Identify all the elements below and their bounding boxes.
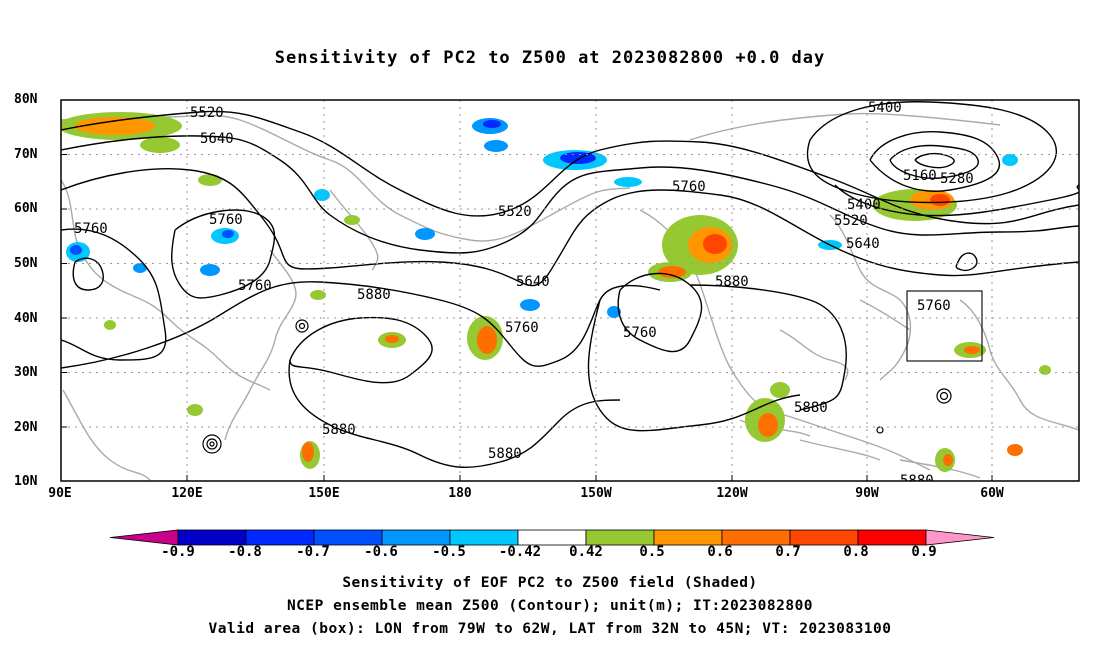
caption-line-2: NCEP ensemble mean Z500 (Contour); unit(… bbox=[286, 598, 814, 614]
contour-label: 5640 bbox=[200, 131, 234, 147]
colorbar-label: -0.42 bbox=[498, 544, 542, 560]
colorbar-segment bbox=[177, 529, 247, 546]
contour-label: 5160 bbox=[903, 168, 937, 184]
lat-label-70n: 70N bbox=[14, 147, 38, 162]
lon-label-150w: 150W bbox=[580, 486, 612, 501]
small-contours bbox=[202, 319, 952, 454]
colorbar-label: 0.42 bbox=[569, 544, 603, 560]
colorbar-segment bbox=[721, 529, 791, 546]
colorbar-segment bbox=[381, 529, 451, 546]
lat-label-20n: 20N bbox=[14, 420, 38, 435]
page-title: Sensitivity of PC2 to Z500 at 2023082800… bbox=[274, 48, 826, 68]
contour-label: 5880 bbox=[488, 446, 522, 462]
lat-label-40n: 40N bbox=[14, 311, 38, 326]
colorbar-segment bbox=[245, 529, 315, 546]
colorbar-label: -0.7 bbox=[296, 544, 330, 560]
colorbar-label: -0.5 bbox=[432, 544, 466, 560]
contour-label: 5520 bbox=[190, 105, 224, 121]
colorbar-label: -0.9 bbox=[161, 544, 195, 560]
colorbar-left-arrow bbox=[109, 529, 179, 546]
colorbar-segment bbox=[313, 529, 383, 546]
contour-label: 5760 bbox=[505, 320, 539, 336]
contour-label: 5280 bbox=[940, 171, 974, 187]
colorbar-segment bbox=[789, 529, 859, 546]
lat-label-80n: 80N bbox=[14, 92, 38, 107]
colorbar-label: 0.6 bbox=[707, 544, 733, 560]
contour-label: 5880 bbox=[794, 400, 828, 416]
colorbar-label: 0.5 bbox=[639, 544, 665, 560]
colorbar-segment bbox=[517, 529, 587, 546]
valid-area-box bbox=[906, 290, 983, 362]
lon-label-90w: 90W bbox=[855, 486, 879, 501]
colorbar-label: 0.8 bbox=[843, 544, 869, 560]
colorbar-label: 0.7 bbox=[775, 544, 801, 560]
contour-label: 5400 bbox=[847, 197, 881, 213]
contour-label: 5640 bbox=[846, 236, 880, 252]
colorbar-label: 0.9 bbox=[911, 544, 937, 560]
colorbar-segment bbox=[857, 529, 927, 546]
contour-label: 5760 bbox=[623, 325, 657, 341]
colorbar-segment bbox=[585, 529, 655, 546]
colorbar bbox=[109, 529, 995, 546]
lon-label-60w: 60W bbox=[980, 486, 1004, 501]
contour-label: 5760 bbox=[672, 179, 706, 195]
contour-label: 5760 bbox=[209, 212, 243, 228]
tick-marks bbox=[61, 154, 993, 481]
lon-label-90e: 90E bbox=[48, 486, 72, 501]
lon-label-180: 180 bbox=[448, 486, 472, 501]
caption-line-1: Sensitivity of EOF PC2 to Z500 field (Sh… bbox=[342, 575, 758, 591]
lon-label-120e: 120E bbox=[171, 486, 203, 501]
sensitivity-shading bbox=[61, 112, 1051, 472]
contour-label: 5880 bbox=[322, 422, 356, 438]
contour-label: 5760 bbox=[917, 298, 951, 314]
contour-label: 5880 bbox=[900, 473, 934, 489]
contour-label: 5880 bbox=[357, 287, 391, 303]
lat-label-30n: 30N bbox=[14, 365, 38, 380]
contour-labels: 5520 5640 5400 5160 5280 5400 5520 5640 … bbox=[74, 100, 974, 489]
gridlines bbox=[61, 100, 1079, 481]
lon-label-120w: 120W bbox=[716, 486, 748, 501]
contour-label: 5520 bbox=[498, 204, 532, 220]
colorbar-label: -0.8 bbox=[228, 544, 262, 560]
colorbar-label: -0.6 bbox=[364, 544, 398, 560]
colorbar-segment bbox=[449, 529, 519, 546]
colorbar-segment bbox=[653, 529, 723, 546]
colorbar-right-arrow bbox=[925, 529, 995, 546]
contour-label: 5520 bbox=[834, 213, 868, 229]
contour-label: 5640 bbox=[516, 274, 550, 290]
lat-label-60n: 60N bbox=[14, 201, 38, 216]
contour-label: 5760 bbox=[74, 221, 108, 237]
map-frame bbox=[60, 99, 1080, 482]
contour-label: 5760 bbox=[238, 278, 272, 294]
lon-label-150e: 150E bbox=[308, 486, 340, 501]
caption-line-3: Valid area (box): LON from 79W to 62W, L… bbox=[208, 621, 892, 637]
lat-label-10n: 10N bbox=[14, 474, 38, 489]
contour-label: 5400 bbox=[868, 100, 902, 116]
lat-label-50n: 50N bbox=[14, 256, 38, 271]
